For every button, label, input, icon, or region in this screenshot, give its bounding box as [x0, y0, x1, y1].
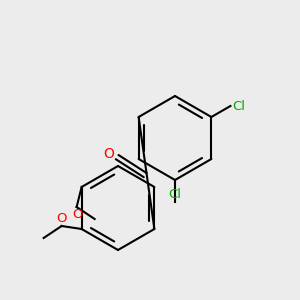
- Text: Cl: Cl: [169, 188, 182, 201]
- Text: O: O: [103, 147, 115, 161]
- Text: Cl: Cl: [232, 100, 245, 113]
- Text: O: O: [72, 208, 83, 221]
- Text: O: O: [56, 212, 67, 225]
